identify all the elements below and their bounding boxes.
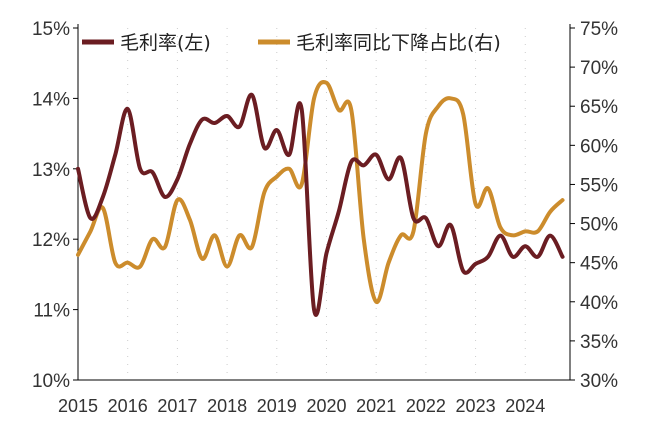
x-tick-label-2016: 2016 — [108, 396, 148, 416]
series-line-decline-share — [76, 80, 565, 304]
y-left-tick-label-5: 15% — [32, 19, 70, 40]
y-right-tick-label-1: 35% — [580, 332, 618, 353]
axis-layer: 10% 11% 12% 13% 14% 15% 30% 35% 40% 45% 50% 55% 60% 6… — [32, 19, 618, 416]
y-left-tick-label-4: 14% — [32, 89, 70, 110]
y-left-tick-label-1: 11% — [33, 301, 70, 322]
y-left-tick-label-3: 13% — [32, 160, 70, 181]
x-tick-label-2019: 2019 — [257, 396, 297, 416]
x-tick-label-2015: 2015 — [58, 396, 98, 416]
legend-label-gross-margin: 毛利率(左) — [120, 32, 211, 54]
x-tick-label-2022: 2022 — [406, 396, 446, 416]
x-tick-label-2023: 2023 — [456, 396, 496, 416]
y-right-tick-label-6: 60% — [580, 136, 618, 157]
y-right-tick-label-8: 70% — [580, 58, 618, 79]
legend: 毛利率(左) 毛利率同比下降占比(右) — [82, 32, 501, 54]
x-tick-label-2020: 2020 — [306, 396, 346, 416]
y-right-tick-label-4: 50% — [580, 215, 618, 236]
y-right-tick-label-9: 75% — [580, 19, 618, 40]
x-tick-label-2018: 2018 — [207, 396, 247, 416]
x-tick-label-2017: 2017 — [157, 396, 197, 416]
y-right-tick-label-2: 40% — [580, 293, 618, 314]
series-layer — [76, 80, 565, 317]
y-right-tick-label-0: 30% — [580, 371, 618, 392]
y-left-tick-label-0: 10% — [32, 371, 70, 392]
legend-label-decline-share: 毛利率同比下降占比(右) — [296, 32, 501, 54]
y-right-tick-label-3: 45% — [580, 254, 618, 275]
x-tick-label-2021: 2021 — [356, 396, 396, 416]
y-left-tick-label-2: 12% — [32, 230, 70, 251]
y-right-tick-label-7: 65% — [580, 97, 618, 118]
x-tick-label-2024: 2024 — [505, 396, 545, 416]
grid-layer — [77, 28, 526, 380]
y-right-tick-label-5: 55% — [580, 175, 618, 196]
series-line-gross-margin — [76, 92, 565, 317]
